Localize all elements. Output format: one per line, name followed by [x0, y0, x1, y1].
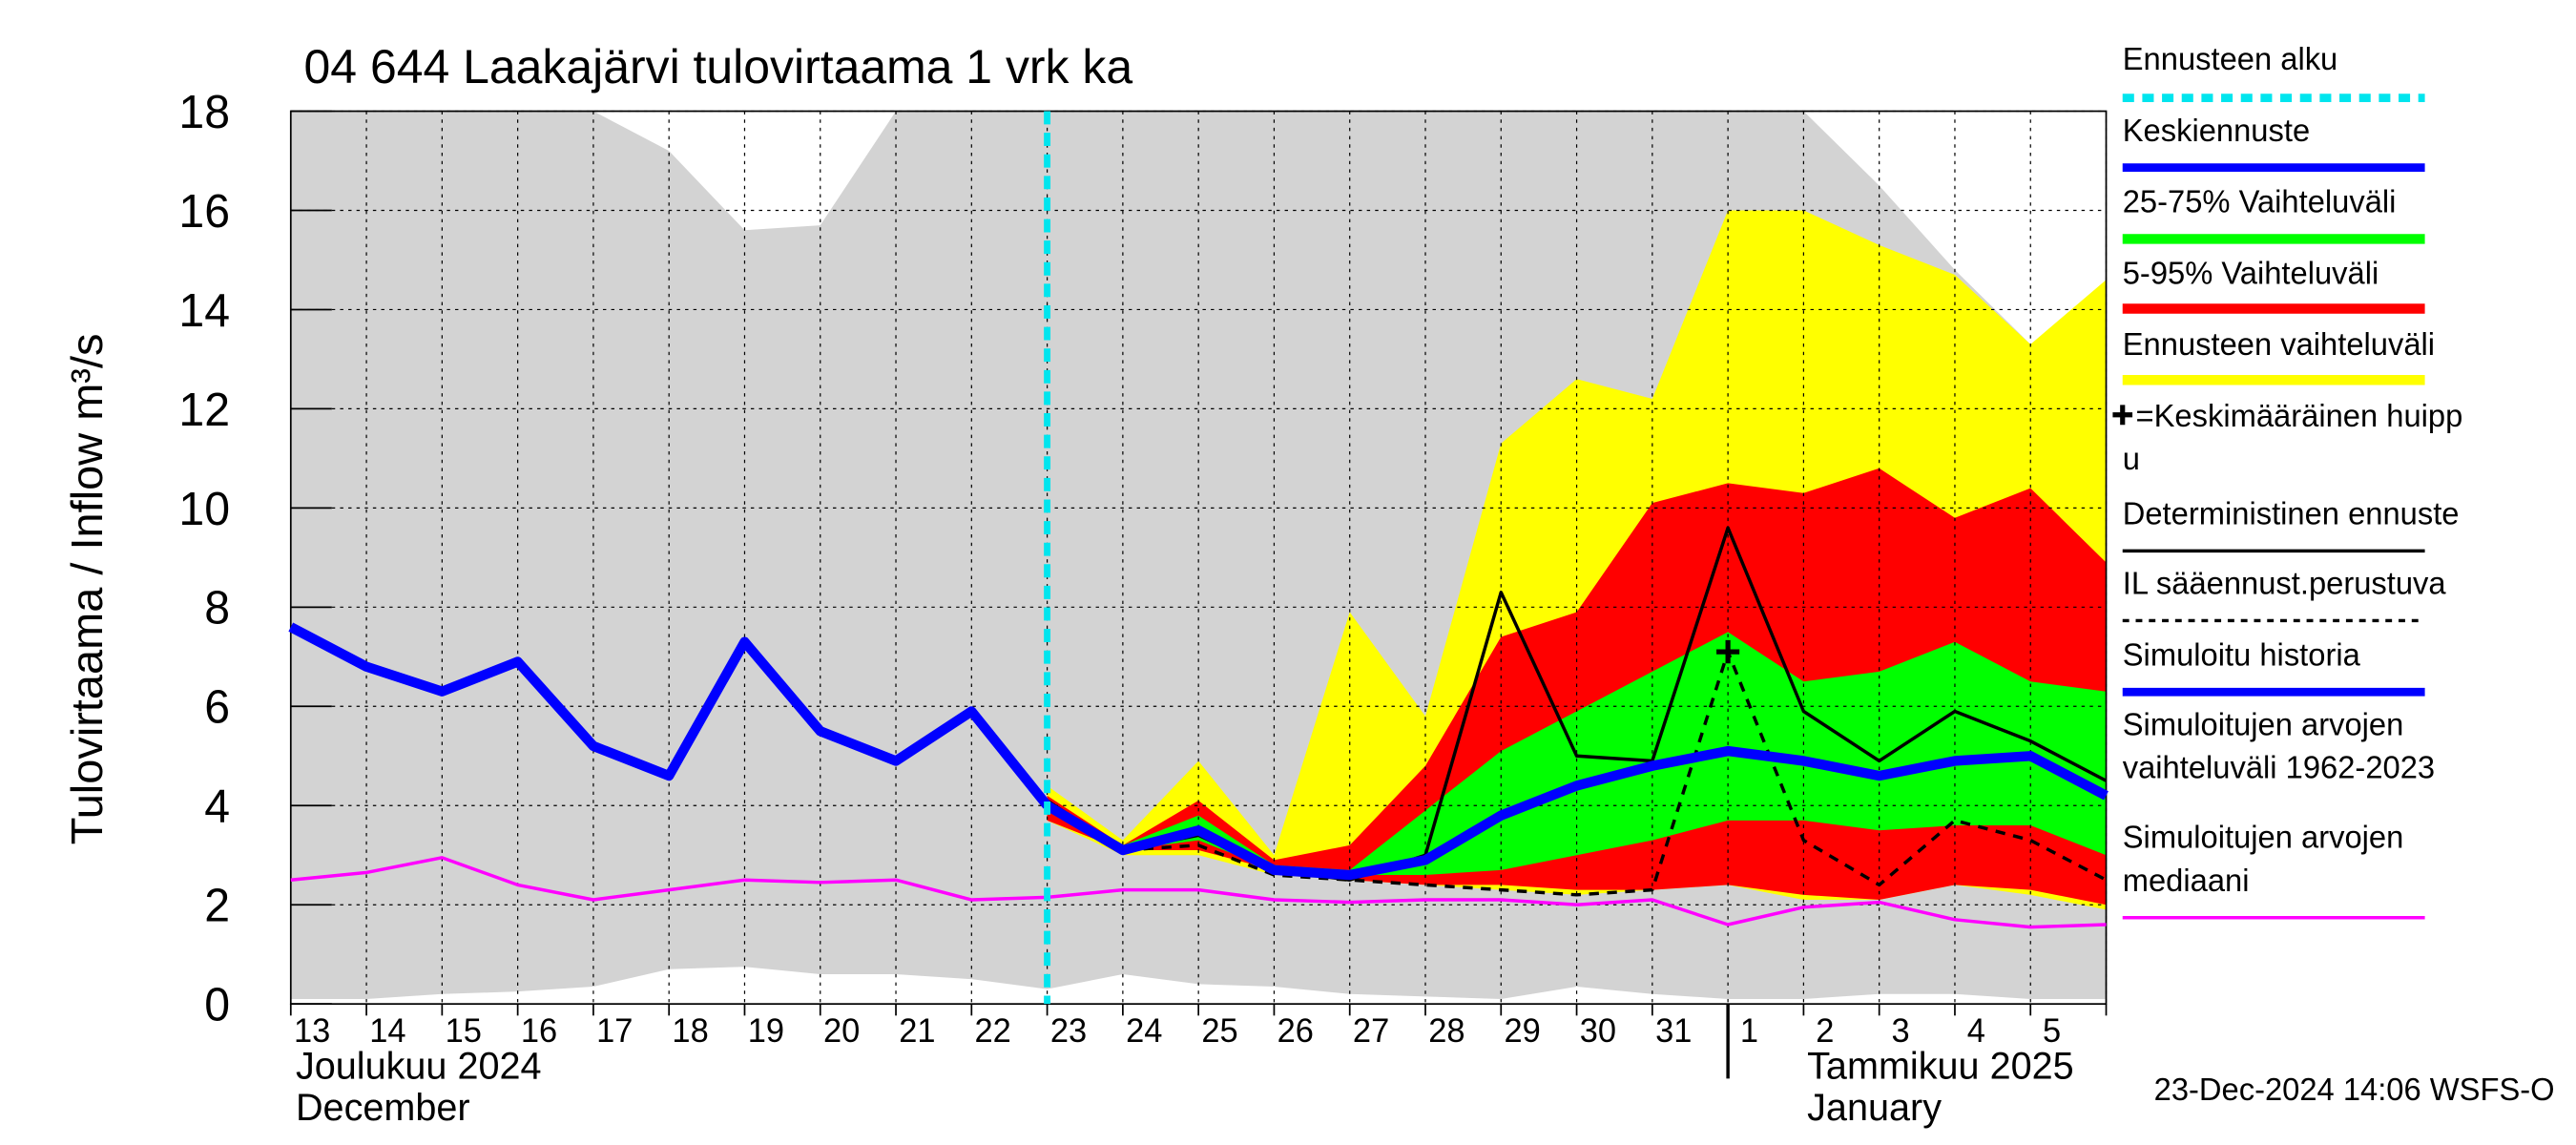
x-tick-label: 13	[294, 1013, 330, 1050]
x-tick-label: 18	[672, 1013, 708, 1050]
series-line	[1044, 745, 2109, 881]
peak-marker	[1716, 639, 1740, 664]
x-tick-label: 25	[1201, 1013, 1237, 1050]
legend-label: Simuloitujen arvojen	[2123, 820, 2404, 855]
legend-label: Simuloitu historia	[2123, 636, 2361, 672]
y-tick-label: 4	[204, 781, 230, 832]
x-tick-label: 15	[446, 1013, 482, 1050]
legend-label: Simuloitujen arvojen	[2123, 706, 2404, 741]
x-tick-label: 29	[1505, 1013, 1541, 1050]
legend-label: Ennusteen vaihteluväli	[2123, 326, 2435, 362]
x-tick-label: 20	[823, 1013, 860, 1050]
x-tick-label: 1	[1740, 1013, 1758, 1050]
x-tick-label: 17	[596, 1013, 633, 1050]
month-label: Joulukuu 2024	[296, 1045, 542, 1087]
series-line	[290, 856, 2107, 929]
x-tick-label: 21	[899, 1013, 935, 1050]
x-tick-label: 24	[1126, 1013, 1162, 1050]
legend-symbol	[2112, 405, 2133, 426]
chart-title: 04 644 Laakajärvi tulovirtaama 1 vrk ka	[304, 40, 1133, 94]
x-tick-label: 5	[2043, 1013, 2061, 1050]
x-tick-label: 3	[1891, 1013, 1909, 1050]
legend-label: Ennusteen alku	[2123, 41, 2338, 76]
legend-label: mediaani	[2123, 863, 2250, 898]
x-tick-label: 23	[1050, 1013, 1087, 1050]
month-label: December	[296, 1087, 470, 1129]
y-tick-label: 16	[178, 186, 230, 238]
y-tick-label: 6	[204, 681, 230, 733]
legend-label: IL sääennust.perustuva	[2123, 565, 2447, 600]
legend-label: =Keskimääräinen huipp	[2136, 398, 2463, 433]
y-tick-label: 18	[178, 87, 230, 138]
x-tick-label: 26	[1278, 1013, 1314, 1050]
x-tick-label: 27	[1353, 1013, 1389, 1050]
series-line	[1046, 650, 2108, 897]
legend: Ennusteen alku Keskiennuste 25-75% Vaihtel…	[2112, 41, 2463, 920]
x-tick-label: 30	[1580, 1013, 1616, 1050]
legend-label: u	[2123, 441, 2140, 476]
y-tick-label: 14	[178, 285, 230, 337]
y-tick-label: 0	[204, 979, 230, 1030]
legend-label: Deterministinen ennuste	[2123, 495, 2460, 531]
x-tick-label: 31	[1655, 1013, 1692, 1050]
x-tick-label: 19	[748, 1013, 784, 1050]
legend-label: 5-95% Vaihteluväli	[2123, 255, 2379, 290]
month-label: Tammikuu 2025	[1807, 1045, 2074, 1087]
x-tick-label: 28	[1428, 1013, 1465, 1050]
y-tick-label: 2	[204, 880, 230, 931]
y-tick-label: 12	[178, 385, 230, 436]
series-line	[288, 622, 1051, 809]
legend-label: Keskiennuste	[2123, 113, 2310, 148]
y-axis-label: Tulovirtaama / Inflow m³/s	[62, 334, 112, 845]
x-tick-label: 14	[369, 1013, 405, 1050]
month-label: January	[1807, 1087, 1942, 1129]
x-tick-label: 16	[521, 1013, 557, 1050]
x-tick-label: 4	[1967, 1013, 1985, 1050]
x-tick-label: 2	[1816, 1013, 1834, 1050]
footer: 23-Dec-2024 14:06 WSFS-O	[2154, 1072, 2555, 1107]
legend-label: vaihteluväli 1962-2023	[2123, 750, 2435, 785]
y-tick-label: 10	[178, 484, 230, 535]
y-tick-label: 8	[204, 583, 230, 635]
legend-label: 25-75% Vaihteluväli	[2123, 183, 2397, 219]
x-tick-label: 22	[975, 1013, 1011, 1050]
